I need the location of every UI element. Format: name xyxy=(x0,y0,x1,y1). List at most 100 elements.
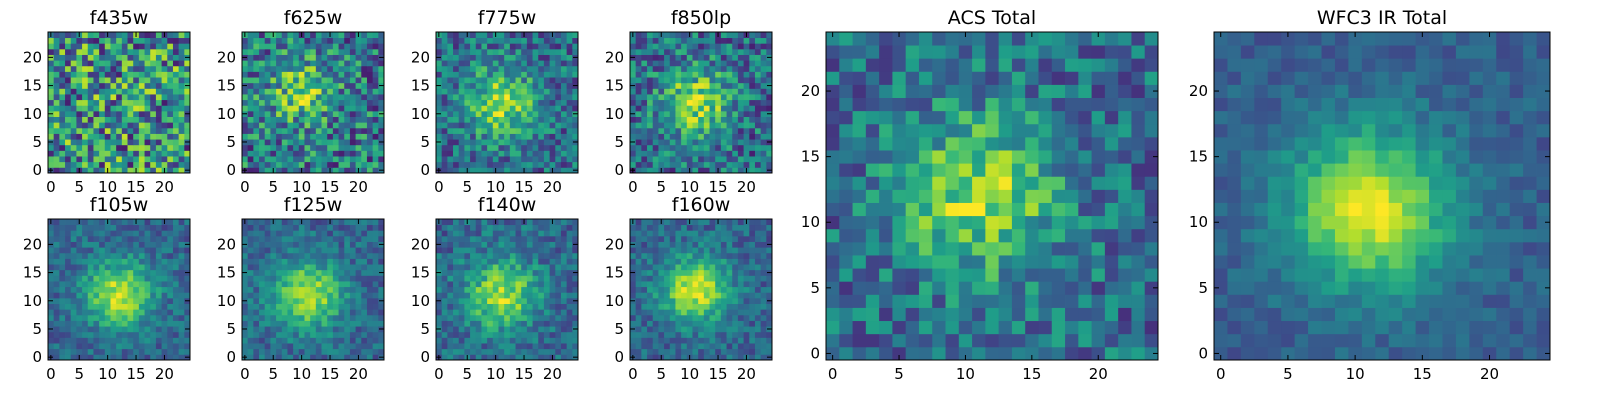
heatmap-cell xyxy=(82,275,89,282)
heatmap-cell xyxy=(276,99,283,106)
heatmap-cell xyxy=(242,314,249,321)
heatmap-cell xyxy=(572,224,579,231)
heatmap-cell xyxy=(315,241,322,248)
heatmap-cell xyxy=(76,156,83,163)
heatmap-cell xyxy=(116,258,123,265)
heatmap-cell xyxy=(287,156,294,163)
heatmap-cell xyxy=(709,150,716,157)
heatmap-cell xyxy=(150,48,157,55)
heatmap-cell xyxy=(641,48,648,55)
heatmap-cell xyxy=(475,230,482,237)
heatmap-cell xyxy=(470,32,477,39)
heatmap-cell xyxy=(184,88,191,95)
heatmap-cell xyxy=(264,269,271,276)
heatmap-cell xyxy=(65,54,72,61)
heatmap-cell xyxy=(692,343,699,350)
heatmap-cell xyxy=(59,320,66,327)
heatmap-cell xyxy=(698,331,705,338)
heatmap-cell xyxy=(304,354,311,361)
heatmap-cell xyxy=(509,235,516,242)
heatmap-cell xyxy=(116,122,123,129)
heatmap-cell xyxy=(172,343,180,350)
heatmap-cell xyxy=(509,122,516,129)
heatmap-cell xyxy=(127,343,134,350)
heatmap-cell xyxy=(475,48,482,55)
heatmap-cell xyxy=(264,54,271,61)
heatmap-cell xyxy=(355,314,362,321)
heatmap-cell xyxy=(641,297,648,304)
heatmap-cell xyxy=(310,88,317,95)
heatmap-cell xyxy=(698,303,705,310)
heatmap-cell xyxy=(276,116,283,123)
heatmap-cell xyxy=(566,32,573,39)
heatmap-cell xyxy=(361,156,368,163)
heatmap-cell xyxy=(338,65,345,72)
heatmap-cell xyxy=(76,127,83,134)
heatmap-cell xyxy=(630,343,637,350)
heatmap-cell xyxy=(338,275,345,282)
heatmap-cell xyxy=(766,105,773,112)
heatmap-cell xyxy=(332,314,339,321)
heatmap-cell xyxy=(133,320,140,327)
heatmap-cell xyxy=(487,235,494,242)
heatmap-cell xyxy=(264,348,271,355)
heatmap-cell xyxy=(361,105,368,112)
heatmap-cell xyxy=(161,37,168,44)
heatmap-cell xyxy=(287,32,294,39)
heatmap-cell xyxy=(144,269,151,276)
heatmap-cell xyxy=(242,286,249,293)
heatmap-cell xyxy=(647,150,654,157)
heatmap-cell xyxy=(259,241,266,248)
heatmap-cell xyxy=(104,235,111,242)
heatmap-cell xyxy=(492,37,499,44)
heatmap-cell xyxy=(658,43,665,50)
heatmap-cell xyxy=(515,110,522,117)
heatmap-cell xyxy=(127,235,134,242)
heatmap-cell xyxy=(669,37,676,44)
heatmap-cell xyxy=(475,94,482,101)
heatmap-cell xyxy=(681,314,688,321)
heatmap-cell xyxy=(732,82,739,89)
heatmap-cell xyxy=(686,337,693,344)
heatmap-cell xyxy=(538,269,545,276)
heatmap-cell xyxy=(70,326,77,333)
heatmap-cell xyxy=(698,144,705,151)
heatmap-cell xyxy=(59,110,66,117)
heatmap-cell xyxy=(253,48,260,55)
heatmap-cell xyxy=(87,167,94,174)
heatmap-cell xyxy=(253,99,260,106)
heatmap-cell xyxy=(344,275,351,282)
heatmap-cell xyxy=(59,105,66,112)
heatmap-cell xyxy=(664,94,671,101)
heatmap-cell xyxy=(287,326,294,333)
heatmap-cell xyxy=(481,337,488,344)
heatmap-cell xyxy=(276,77,283,84)
heatmap-cell xyxy=(475,343,482,350)
heatmap-cell xyxy=(635,116,642,123)
heatmap-cell xyxy=(65,99,72,106)
heatmap-cell xyxy=(492,343,499,350)
heatmap-cell xyxy=(48,88,55,95)
heatmap-cell xyxy=(630,309,637,316)
heatmap-cell xyxy=(664,281,671,288)
heatmap-cell xyxy=(641,150,648,157)
heatmap-cell xyxy=(441,297,448,304)
heatmap-cell xyxy=(749,82,756,89)
heatmap-cell xyxy=(82,105,89,112)
heatmap-cell xyxy=(110,275,117,282)
heatmap-cell xyxy=(332,326,339,333)
heatmap-cell xyxy=(127,144,134,151)
heatmap-cell xyxy=(172,127,180,134)
heatmap-cell xyxy=(304,343,311,350)
heatmap-cell xyxy=(298,241,305,248)
heatmap-cell xyxy=(121,127,128,134)
heatmap-cell xyxy=(532,269,539,276)
heatmap-cell xyxy=(70,94,77,101)
heatmap-cell xyxy=(276,219,283,226)
heatmap-cell xyxy=(481,241,488,248)
heatmap-cell xyxy=(293,326,300,333)
heatmap-cell xyxy=(698,32,705,39)
heatmap-cell xyxy=(560,127,568,134)
heatmap-cell xyxy=(59,309,66,316)
heatmap-cell xyxy=(749,105,756,112)
